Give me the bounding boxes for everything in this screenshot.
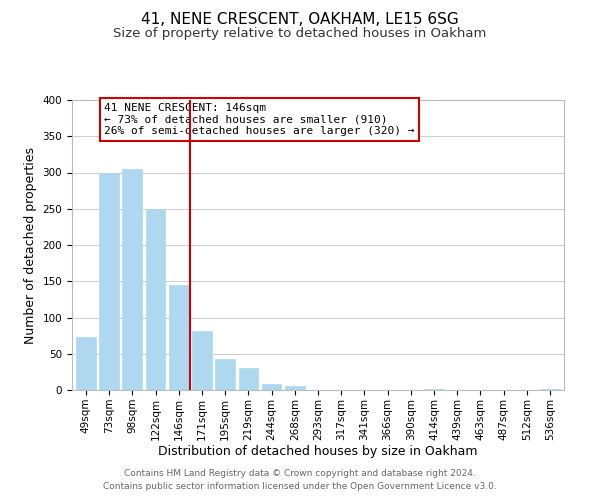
Bar xyxy=(285,386,305,390)
Text: Contains HM Land Registry data © Crown copyright and database right 2024.: Contains HM Land Registry data © Crown c… xyxy=(124,468,476,477)
Text: Contains public sector information licensed under the Open Government Licence v3: Contains public sector information licen… xyxy=(103,482,497,491)
Bar xyxy=(262,384,281,390)
Text: Size of property relative to detached houses in Oakham: Size of property relative to detached ho… xyxy=(113,28,487,40)
Bar xyxy=(192,330,212,390)
Bar xyxy=(122,169,142,390)
Bar xyxy=(99,172,119,390)
Bar xyxy=(424,388,444,390)
Bar xyxy=(76,337,96,390)
Bar xyxy=(540,388,560,390)
Bar xyxy=(215,359,235,390)
Text: 41, NENE CRESCENT, OAKHAM, LE15 6SG: 41, NENE CRESCENT, OAKHAM, LE15 6SG xyxy=(141,12,459,28)
Bar xyxy=(146,209,166,390)
Bar xyxy=(239,368,258,390)
Y-axis label: Number of detached properties: Number of detached properties xyxy=(24,146,37,344)
Text: 41 NENE CRESCENT: 146sqm
← 73% of detached houses are smaller (910)
26% of semi-: 41 NENE CRESCENT: 146sqm ← 73% of detach… xyxy=(104,103,415,136)
Bar xyxy=(169,285,188,390)
X-axis label: Distribution of detached houses by size in Oakham: Distribution of detached houses by size … xyxy=(158,446,478,458)
